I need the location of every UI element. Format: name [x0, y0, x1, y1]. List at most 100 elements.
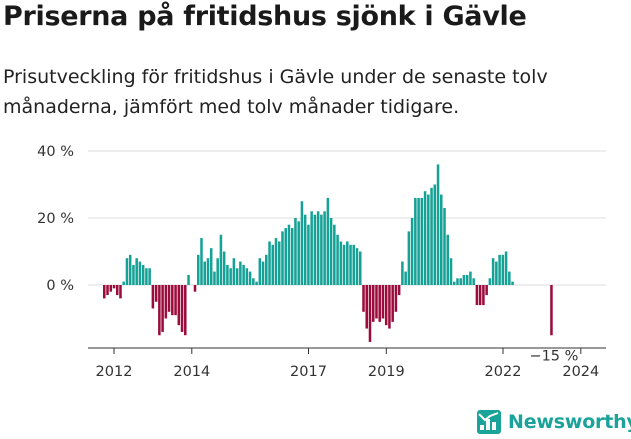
bar — [151, 285, 155, 309]
bar — [145, 268, 148, 285]
y-tick-label: 20 % — [37, 211, 74, 227]
page-subtitle: Prisutveckling för fritidshus i Gävle un… — [3, 66, 548, 118]
bar — [465, 274, 469, 285]
bar — [433, 184, 437, 285]
bar — [446, 234, 450, 285]
bar — [258, 258, 262, 285]
bar — [511, 281, 514, 285]
bar — [226, 264, 229, 285]
bar — [265, 254, 268, 285]
bar — [294, 218, 297, 285]
bar — [138, 261, 142, 285]
bar — [277, 241, 281, 285]
bar — [313, 214, 317, 285]
bar — [300, 201, 304, 285]
bar — [128, 254, 132, 285]
bar — [349, 244, 352, 285]
bar — [440, 194, 443, 285]
x-tick-label: 2019 — [368, 364, 405, 380]
bar — [365, 285, 369, 329]
bar — [274, 238, 278, 285]
bar — [475, 285, 479, 306]
bar — [355, 248, 359, 285]
bar — [252, 278, 255, 285]
page-title: Priserna på fritidshus sjönk i Gävle — [3, 1, 527, 32]
bar — [420, 197, 424, 285]
bar — [119, 285, 122, 299]
bar — [508, 271, 511, 285]
bar — [436, 164, 440, 285]
bar — [281, 231, 284, 285]
x-axis — [88, 347, 606, 354]
bar — [109, 285, 113, 292]
bar — [132, 264, 135, 285]
bar — [122, 281, 125, 285]
bar — [404, 271, 407, 285]
bar — [316, 211, 320, 285]
bar — [200, 238, 203, 285]
bar — [320, 214, 323, 285]
bar — [213, 271, 216, 285]
brand-name: Newsworthy — [508, 411, 631, 433]
bar — [368, 285, 372, 342]
bar — [248, 271, 252, 285]
bar — [397, 285, 401, 296]
bar — [359, 251, 362, 285]
bar — [174, 285, 177, 316]
bar — [491, 258, 495, 285]
bar — [209, 248, 213, 285]
bar-chart: 40 % 20 % 0 % 2012 2014 2017 2019 2022 2024−15 % — [37, 144, 606, 380]
bar — [414, 197, 417, 285]
bar — [459, 278, 462, 285]
bar — [550, 285, 553, 336]
bar — [307, 224, 310, 285]
bar — [339, 241, 343, 285]
bar — [180, 285, 184, 332]
bar — [290, 228, 294, 285]
bar — [284, 228, 287, 285]
bar — [333, 224, 336, 285]
bar — [482, 285, 485, 306]
bar — [164, 285, 168, 319]
bar — [203, 261, 206, 285]
bar — [452, 281, 456, 285]
bar — [261, 261, 265, 285]
x-tick-label: 2014 — [173, 364, 210, 380]
tick-labels: 40 % 20 % 0 % 2012 2014 2017 2019 2022 2024−15 % — [37, 144, 599, 380]
newsworthy-logo-icon — [477, 410, 501, 434]
latest-value-label: −15 % — [529, 348, 578, 364]
bar — [177, 285, 181, 326]
bars — [103, 164, 553, 342]
x-tick-label: 2012 — [96, 364, 133, 380]
x-tick-label: 2022 — [485, 364, 522, 380]
bar — [196, 254, 200, 285]
bar — [336, 234, 339, 285]
bar — [504, 251, 508, 285]
bar — [141, 264, 145, 285]
bar — [216, 258, 219, 285]
bar — [362, 285, 365, 312]
bar — [184, 285, 187, 336]
bar — [229, 268, 232, 285]
bar — [239, 261, 242, 285]
bar — [456, 278, 459, 285]
bar — [187, 274, 190, 285]
bar — [381, 285, 385, 319]
bar — [391, 285, 394, 322]
bar — [255, 281, 258, 285]
bar — [375, 285, 378, 319]
bar — [407, 231, 411, 285]
newsworthy-logo[interactable]: Newsworthy — [476, 408, 631, 436]
bar — [329, 218, 333, 285]
bar — [135, 258, 138, 285]
bar — [371, 285, 375, 322]
bar — [410, 218, 414, 285]
bar — [423, 191, 427, 285]
bar — [326, 197, 330, 285]
bar — [394, 285, 398, 312]
bar — [495, 261, 498, 285]
bar — [501, 254, 505, 285]
bar — [443, 207, 446, 285]
bar — [384, 285, 388, 326]
bar — [271, 244, 275, 285]
